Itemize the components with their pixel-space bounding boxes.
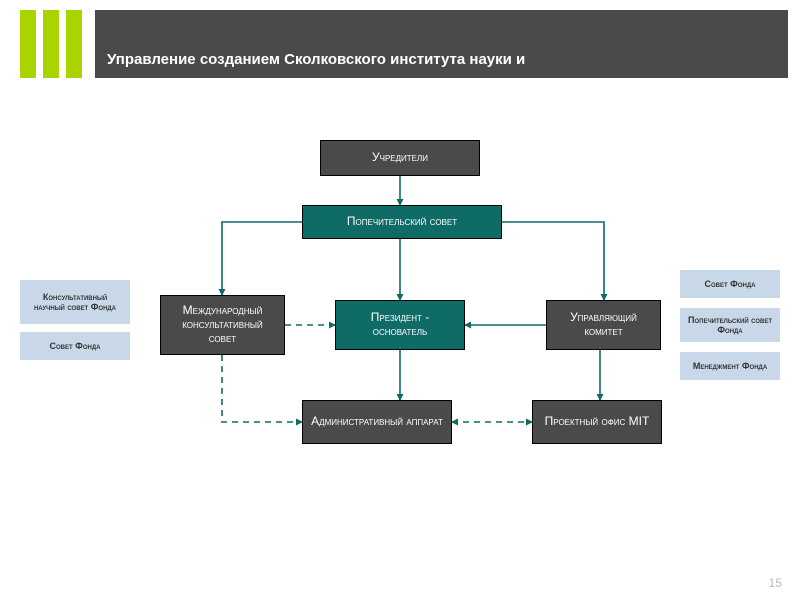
- node-side_r1: Совет Фонда: [680, 270, 780, 298]
- node-mit: Проектный офис MIT: [532, 400, 662, 444]
- node-steering: Управляющий комитет: [546, 300, 661, 350]
- node-board: Попечительский совет: [302, 205, 502, 239]
- accent-bar: [43, 10, 59, 78]
- node-side_l2: Совет Фонда: [20, 332, 130, 360]
- node-side_l1: Консультативный научный совет Фонда: [20, 280, 130, 324]
- slide-canvas: Управление созданием Сколковского инстит…: [0, 0, 800, 600]
- node-admin: Административный аппарат: [302, 400, 452, 444]
- accent-bar: [66, 10, 82, 78]
- node-side_r2: Попечительский совет Фонда: [680, 308, 780, 342]
- edge-board-steering: [502, 222, 604, 300]
- header-band: Управление созданием Сколковского инстит…: [95, 10, 788, 78]
- slide-title: Управление созданием Сколковского инстит…: [107, 51, 525, 68]
- page-number: 15: [769, 576, 782, 590]
- node-president: Президент - основатель: [335, 300, 465, 350]
- edge-board-intl: [222, 222, 302, 295]
- node-side_r3: Менеджмент Фонда: [680, 352, 780, 380]
- accent-bar: [20, 10, 36, 78]
- node-intl: Международный консультативный совет: [160, 295, 285, 355]
- node-founders: Учредители: [320, 140, 480, 176]
- edge-intl-admin: [222, 355, 302, 422]
